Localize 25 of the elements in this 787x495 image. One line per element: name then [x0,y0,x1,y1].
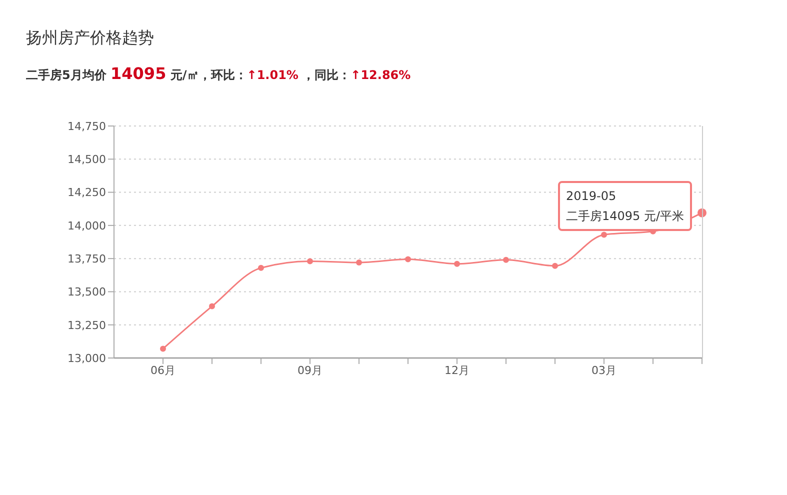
point [307,258,313,264]
point [454,260,460,267]
y-tick-label: 13,000 [68,352,106,365]
point [209,303,215,310]
chart-subtitle: 二手房5月均价 14095 元/㎡，环比：↑1.01% ，同比：↑12.86% [26,64,411,83]
point [601,232,607,238]
point [503,256,509,263]
point [160,346,166,352]
x-tick-label: 09月 [298,364,322,377]
annotation: 2019-05 二手房14095 元/平米 [558,180,692,231]
x-tick-label: 03月 [592,364,616,377]
point [405,256,411,262]
y-tick-label: 14,750 [68,120,106,133]
point [258,264,264,271]
y-tick-label: 14,250 [68,186,106,200]
point [356,260,362,266]
y-tick-label: 14,000 [68,219,106,232]
chart-title: 扬州房产价格趋势 [26,28,154,49]
y-tick-label: 13,500 [68,286,106,299]
y-tick-label: 13,250 [68,318,106,332]
x-tick-label: 12月 [444,364,470,377]
x-tick-label: 06月 [150,364,176,377]
y-tick-label: 13,750 [68,252,106,266]
point [552,262,558,269]
y-tick-label: 14,500 [68,153,106,166]
